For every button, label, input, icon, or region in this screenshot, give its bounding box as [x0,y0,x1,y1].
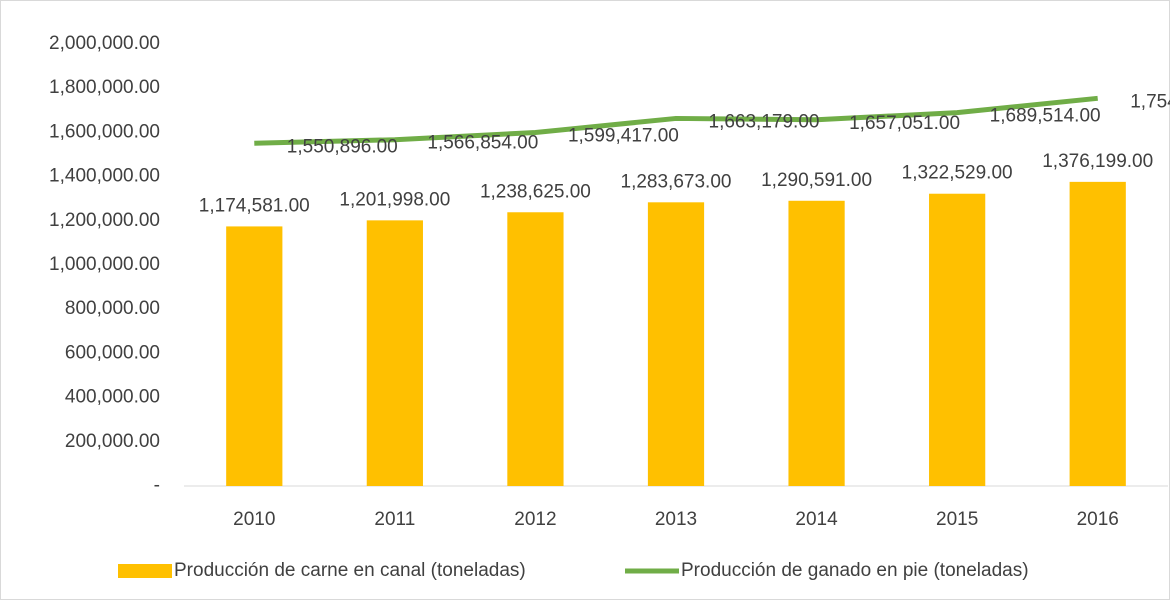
bar [1069,181,1126,486]
data-label: 1,566,854.00 [427,133,538,154]
legend-label: Producción de ganado en pie (toneladas) [681,560,1029,581]
bar [366,220,423,486]
y-tick-label: 1,800,000.00 [49,77,160,98]
data-label: 1,322,529.00 [902,163,1013,184]
data-label: 1,376,199.00 [1042,151,1153,172]
x-tick-label: 2016 [1077,509,1119,530]
y-tick-label: 400,000.00 [65,387,160,408]
data-label: 1,550,896.00 [287,136,398,157]
x-tick-label: 2012 [514,509,556,530]
x-tick-label: 2010 [233,509,275,530]
data-label: 1,174,581.00 [199,195,310,216]
x-tick-label: 2013 [655,509,697,530]
bar [929,193,986,487]
bar [226,226,283,486]
x-tick-label: 2014 [795,509,838,530]
data-label: 1,689,514.00 [990,106,1101,127]
y-tick-label: 200,000.00 [65,431,160,452]
y-tick-label: 1,000,000.00 [49,254,160,275]
data-label: 1,754,231.00 [1130,91,1170,112]
data-label: 1,201,998.00 [339,189,450,210]
data-label: 1,657,051.00 [849,113,960,134]
x-tick-label: 2011 [374,509,415,530]
data-label: 1,663,179.00 [709,111,820,132]
bar [788,200,845,486]
legend-swatch [118,564,172,578]
y-tick-label: 600,000.00 [65,342,160,363]
line [254,95,1098,146]
y-tick-label: 800,000.00 [65,298,160,319]
data-label: 1,599,417.00 [568,126,679,147]
y-tick-label: 1,600,000.00 [49,121,160,142]
y-tick-label: - [154,475,160,496]
bar [647,202,705,486]
y-tick-label: 1,200,000.00 [49,210,160,231]
y-tick-label: 2,000,000.00 [49,33,160,54]
legend-label: Producción de carne en canal (toneladas) [174,560,526,581]
data-label: 1,290,591.00 [761,170,872,191]
y-tick-label: 1,400,000.00 [49,166,160,187]
x-tick-label: 2015 [936,509,978,530]
data-label: 1,238,625.00 [480,181,591,202]
data-label: 1,283,673.00 [621,171,732,192]
bar [507,212,564,487]
